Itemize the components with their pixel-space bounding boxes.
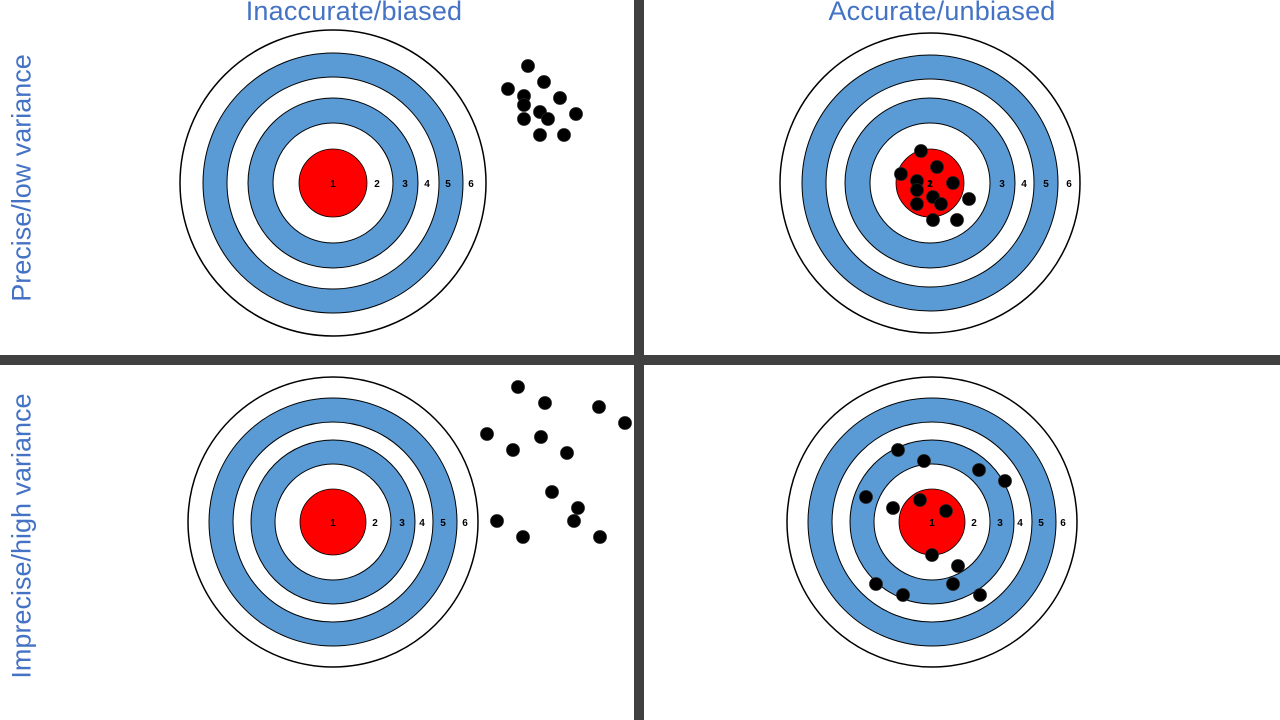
ring-label-4: 4 [419,518,425,529]
ring-label-4: 4 [424,179,430,190]
shot-dot [511,380,525,394]
shot-dot [593,530,607,544]
shot-dot [569,107,583,121]
shot-dot [972,463,986,477]
ring-label-1: 1 [927,179,933,190]
shot-dot [950,213,964,227]
shot-dot [930,160,944,174]
shot-dot [537,75,551,89]
ring-label-5: 5 [1043,179,1049,190]
shot-dot [517,98,531,112]
target-imprecise-biased: 1 2 3 4 5 6 [187,376,632,668]
shot-dot [541,112,555,126]
shot-dot [490,514,504,528]
ring-label-6: 6 [468,179,474,190]
ring-label-4: 4 [1021,179,1027,190]
shot-dot [517,112,531,126]
shot-dot [926,213,940,227]
ring-label-1: 1 [330,518,336,529]
shot-dot [946,577,960,591]
shot-dot [869,577,883,591]
target-precise-biased: 1 2 3 4 5 6 [179,29,583,337]
shot-dot [891,443,905,457]
shot-dot [886,501,900,515]
divider-horizontal [0,355,1280,365]
ring-label-5: 5 [440,518,446,529]
shot-dot [910,197,924,211]
shot-dot [553,91,567,105]
shot-dot [913,493,927,507]
shot-dot [560,446,574,460]
shot-dot [538,396,552,410]
column-header-inaccurate-biased: Inaccurate/biased [245,0,463,26]
shot-dot [545,485,559,499]
shot-dot [914,144,928,158]
ring-label-2: 2 [374,179,380,190]
ring-label-3: 3 [399,518,405,529]
ring-label-6: 6 [1060,518,1066,529]
shot-dot [998,474,1012,488]
shot-dot [516,530,530,544]
ring-label-3: 3 [402,179,408,190]
shot-dot [896,588,910,602]
shot-dot [962,192,976,206]
shot-dot [925,548,939,562]
shot-dot [618,416,632,430]
ring-label-4: 4 [1017,518,1023,529]
row-header-precise-low-variance: Precise/low variance [6,54,37,302]
ring-label-2: 2 [372,518,378,529]
shot-dot [973,588,987,602]
ring-label-5: 5 [445,179,451,190]
shot-dot [571,501,585,515]
ring-label-1: 1 [330,179,336,190]
shot-dot [939,504,953,518]
ring-label-6: 6 [1066,179,1072,190]
shot-dot [917,454,931,468]
ring-label-3: 3 [997,518,1003,529]
shot-dot [506,443,520,457]
shot-dot [859,490,873,504]
target-bullseye [298,148,368,218]
ring-label-3: 3 [999,179,1005,190]
shot-dot [534,430,548,444]
shot-dot [533,128,547,142]
target-bullseye [299,488,367,556]
shot-dot [592,400,606,414]
shot-dot [934,197,948,211]
ring-label-5: 5 [1038,518,1044,529]
shot-dot [521,59,535,73]
ring-label-2: 2 [927,179,933,190]
row-header-imprecise-high-variance: Imprecise/high variance [6,393,37,679]
shot-dot [567,514,581,528]
shot-dot [951,559,965,573]
column-header-accurate-unbiased: Accurate/unbiased [828,0,1056,26]
shot-dot [894,167,908,181]
target-imprecise-unbiased: 1 2 3 4 5 6 [786,376,1078,668]
shot-dot [910,183,924,197]
shot-dot [557,128,571,142]
ring-label-1: 1 [929,518,935,529]
shot-dot [501,82,515,96]
shot-dot [946,176,960,190]
shot-dot [480,427,494,441]
ring-label-6: 6 [462,518,468,529]
ring-label-2: 2 [971,518,977,529]
target-precise-unbiased: 12 3 4 5 6 [779,32,1081,334]
